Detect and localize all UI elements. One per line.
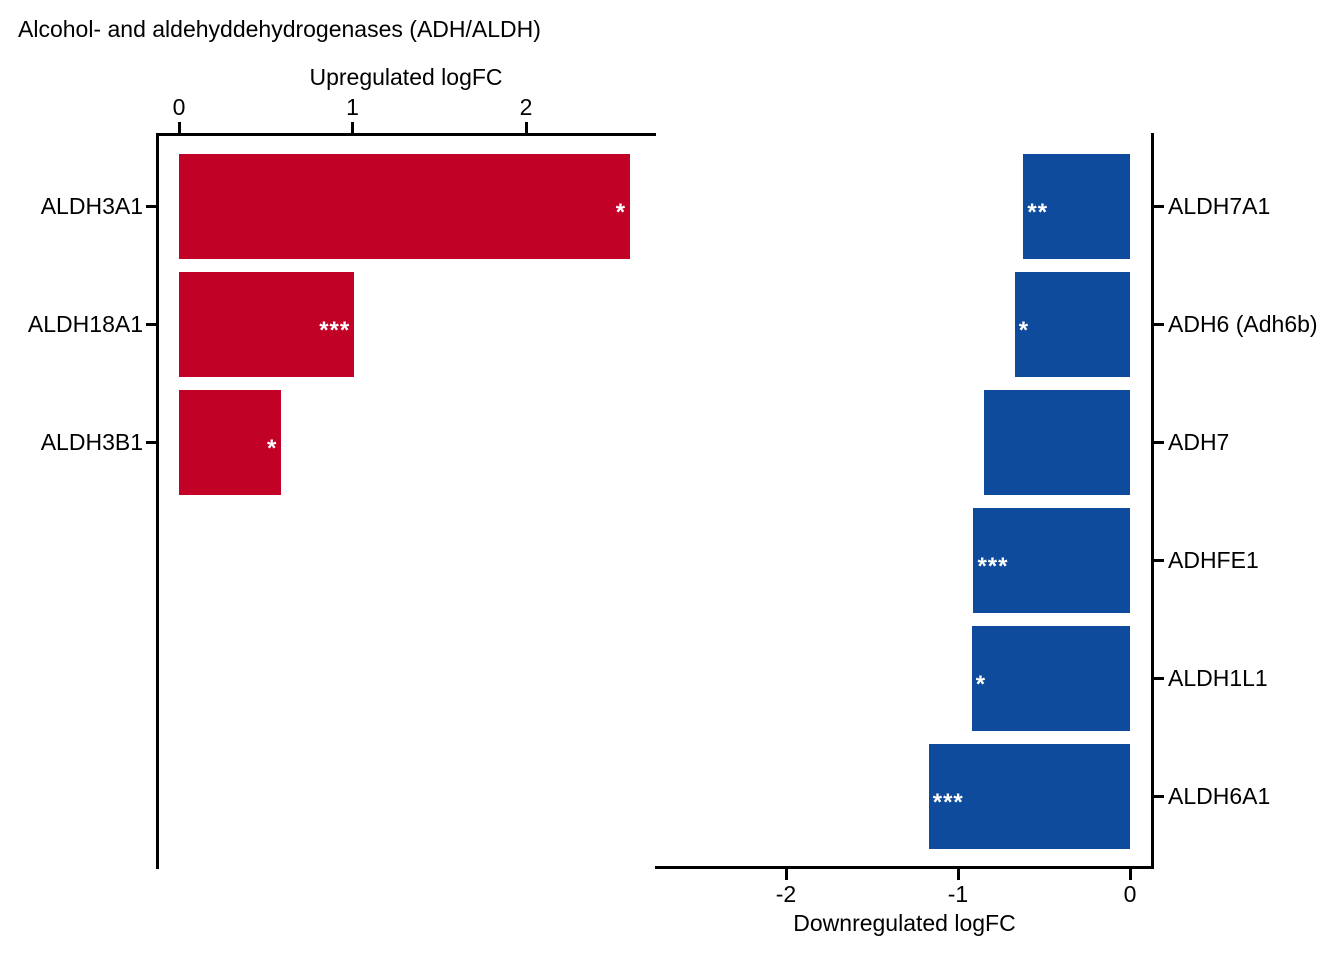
axis-tick bbox=[1128, 869, 1132, 880]
category-tick bbox=[1154, 794, 1164, 798]
bar-ALDH18A1: *** bbox=[179, 271, 355, 377]
bar-ALDH3B1: * bbox=[179, 389, 282, 495]
significance-stars: ** bbox=[1027, 199, 1049, 226]
significance-stars: *** bbox=[977, 553, 1009, 580]
category-label: ALDH3A1 bbox=[40, 193, 143, 219]
category-label: ALDH7A1 bbox=[1168, 193, 1271, 219]
category-tick bbox=[1154, 322, 1164, 326]
bar-ADH7 bbox=[983, 389, 1130, 495]
category-tick bbox=[146, 440, 156, 444]
upregulated-axis-label: Upregulated logFC bbox=[309, 64, 503, 90]
bar-ALDH3A1: * bbox=[179, 153, 631, 259]
axis-tick-label: -2 bbox=[775, 881, 797, 907]
category-label: ALDH1L1 bbox=[1168, 665, 1268, 691]
category-tick bbox=[1154, 558, 1164, 562]
axis-tick bbox=[956, 869, 960, 880]
axis-tick bbox=[524, 122, 528, 133]
figure-title: Alcohol- and aldehyddehydrogenases (ADH/… bbox=[18, 16, 541, 42]
right-axis-spine bbox=[1151, 133, 1154, 869]
bottom-axis-line bbox=[655, 866, 1154, 869]
axis-tick bbox=[784, 869, 788, 880]
category-tick bbox=[146, 204, 156, 208]
left-axis-spine bbox=[156, 133, 159, 869]
bar-ALDH1L1: * bbox=[971, 625, 1130, 731]
significance-stars: * bbox=[975, 671, 987, 698]
axis-tick-label: 0 bbox=[172, 94, 186, 120]
bar-ADHFE1: *** bbox=[973, 507, 1130, 613]
significance-stars: * bbox=[1018, 317, 1030, 344]
significance-stars: *** bbox=[932, 789, 964, 816]
category-tick bbox=[1154, 676, 1164, 680]
downregulated-axis-label: Downregulated logFC bbox=[793, 910, 1016, 936]
axis-tick-label: 2 bbox=[519, 94, 533, 120]
category-label: ADH6 (Adh6b) bbox=[1168, 311, 1318, 337]
category-label: ADHFE1 bbox=[1168, 547, 1259, 573]
significance-stars: * bbox=[267, 435, 278, 462]
bar-ADH6-Adh6b-: * bbox=[1014, 271, 1130, 377]
category-label: ALDH3B1 bbox=[40, 429, 143, 455]
category-label: ADH7 bbox=[1168, 429, 1230, 455]
axis-tick bbox=[351, 122, 354, 133]
significance-stars: *** bbox=[319, 317, 351, 344]
category-label: ALDH6A1 bbox=[1168, 783, 1271, 809]
axis-tick-label: 0 bbox=[1123, 881, 1137, 907]
axis-tick-label: 1 bbox=[346, 94, 359, 120]
category-tick bbox=[1154, 204, 1164, 208]
bar-ALDH7A1: ** bbox=[1023, 153, 1130, 259]
axis-tick bbox=[177, 122, 181, 133]
bar-ALDH6A1: *** bbox=[928, 743, 1130, 849]
axis-tick-label: -1 bbox=[947, 881, 969, 907]
significance-stars: * bbox=[615, 199, 627, 226]
category-tick bbox=[146, 322, 156, 326]
top-axis-line bbox=[156, 133, 656, 136]
category-tick bbox=[1154, 440, 1164, 444]
category-label: ALDH18A1 bbox=[27, 311, 143, 337]
